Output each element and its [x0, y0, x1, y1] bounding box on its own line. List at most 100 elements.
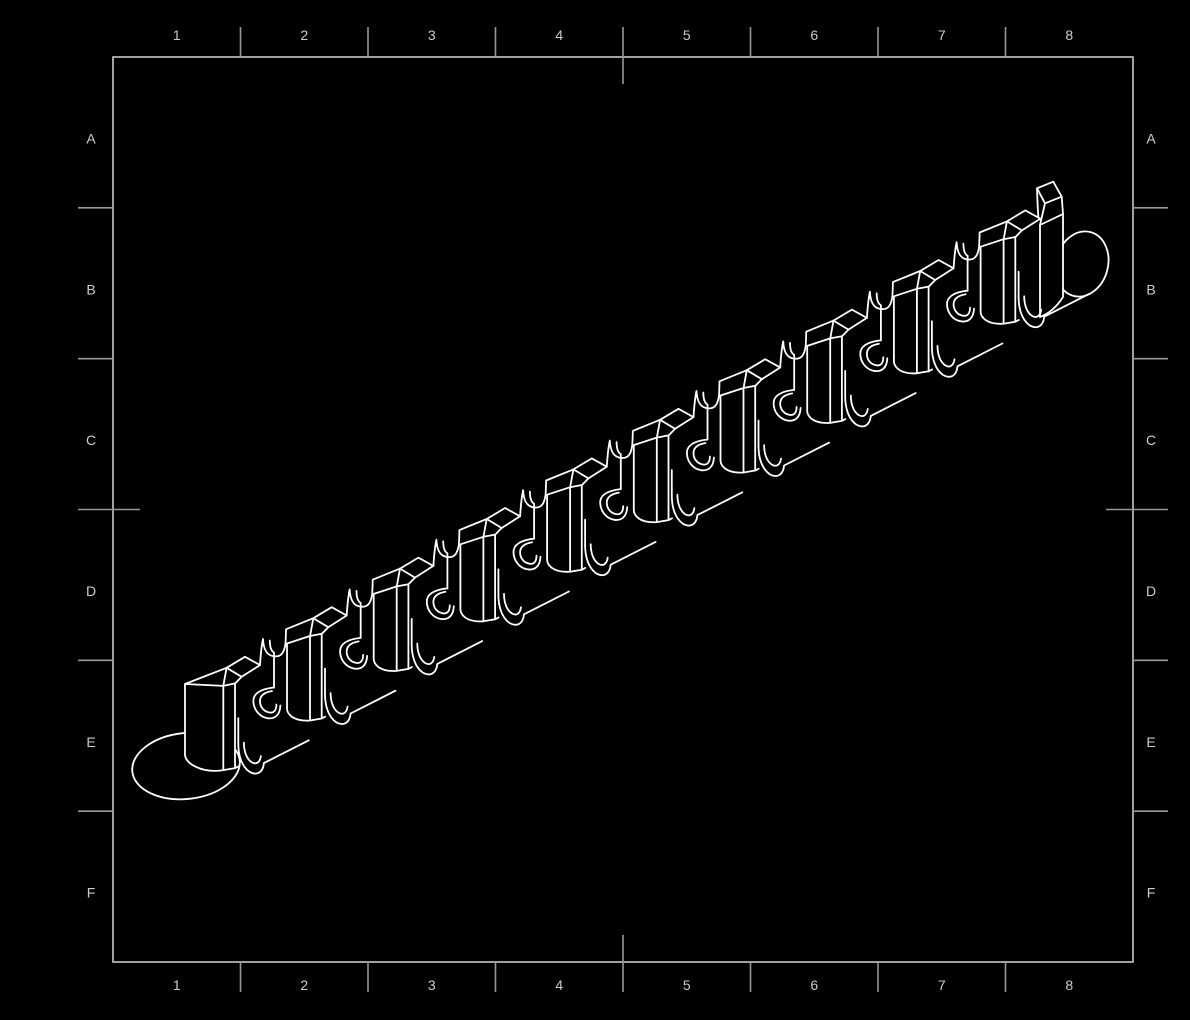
- bend-inner-line: [442, 540, 449, 590]
- bottom-bend-outer: [1017, 292, 1090, 329]
- zone-col-label-top: 4: [555, 27, 563, 43]
- bend-inner-line: [702, 391, 709, 441]
- zone-row-label-right: A: [1146, 130, 1156, 146]
- bottom-bend-outer: [844, 392, 917, 428]
- fin-face: [893, 285, 930, 375]
- bottom-bend-outer: [339, 637, 369, 670]
- zone-col-label-top: 3: [428, 27, 436, 43]
- end-fin-face: [184, 682, 236, 772]
- zone-row-label-left: C: [86, 432, 96, 448]
- fin-cell-end: [184, 655, 310, 775]
- cap-connector: [927, 279, 937, 288]
- fin-face: [286, 632, 323, 722]
- zone-col-label-top: 8: [1065, 27, 1073, 43]
- bottom-bend-outer: [252, 686, 282, 720]
- zone-col-label-bottom: 3: [428, 977, 436, 993]
- zone-col-label-top: 2: [300, 27, 308, 43]
- cap-connector: [667, 427, 676, 437]
- top-bend-cap: [225, 655, 261, 678]
- zone-row-label-right: D: [1146, 583, 1156, 599]
- bottom-bend-inner: [692, 442, 711, 466]
- zone-row-label-left: F: [87, 885, 96, 901]
- part-edge: [1060, 195, 1064, 215]
- fin-strip-wireframe[interactable]: [129, 180, 1116, 805]
- bottom-bend-outer: [686, 438, 715, 472]
- bottom-bend-outer: [757, 441, 830, 477]
- cap-connector: [916, 270, 922, 290]
- zone-col-label-bottom: 5: [683, 977, 691, 993]
- cap-connector: [655, 418, 661, 439]
- bend-inner-line: [268, 639, 275, 689]
- bottom-bend-outer: [931, 342, 1004, 378]
- fin-cell: [859, 259, 1004, 378]
- bottom-bend-inner: [676, 493, 696, 517]
- fin-face: [719, 384, 757, 474]
- fin-cell: [425, 507, 570, 626]
- bottom-bend-inner: [243, 741, 262, 765]
- bottom-bend-inner: [519, 541, 538, 565]
- top-bend-cap: [919, 259, 955, 281]
- zone-row-label-right: B: [1146, 281, 1155, 297]
- top-bend-cap: [1005, 209, 1042, 232]
- top-bend-cap: [745, 358, 782, 381]
- fin-cell: [772, 308, 917, 428]
- zone-col-label-bottom: 4: [555, 977, 563, 993]
- zone-col-label-bottom: 2: [300, 977, 308, 993]
- bend-inner-line: [962, 242, 969, 292]
- bottom-bend-outer: [859, 339, 889, 373]
- zone-col-label-top: 6: [810, 27, 818, 43]
- bottom-bend-outer: [772, 388, 802, 422]
- top-fold-line: [866, 270, 922, 319]
- cap-connector: [829, 319, 835, 340]
- fin-face: [459, 533, 496, 623]
- top-fold-line: [519, 468, 575, 518]
- zone-col-label-top: 7: [938, 27, 946, 43]
- top-fold-line: [952, 220, 1008, 270]
- zone-col-label-bottom: 6: [810, 977, 818, 993]
- bend-inner-line: [355, 590, 362, 639]
- cap-connector: [234, 675, 243, 685]
- zone-labels: 1 1 2 2 3 3 4 4 5 5 6 6 7 7 8 8 A A B B C C D D E E F F: [86, 27, 1156, 993]
- fin-face: [372, 583, 410, 672]
- zone-row-label-left: A: [86, 130, 96, 146]
- top-fold-line: [259, 617, 315, 666]
- bottom-bend-outer: [946, 289, 975, 323]
- bottom-bend-outer: [670, 491, 744, 527]
- bottom-bend-inner: [936, 344, 956, 368]
- zone-row-label-right: C: [1146, 432, 1156, 448]
- fin-cell: [512, 457, 657, 577]
- cap-connector: [222, 666, 228, 687]
- bottom-bend-inner: [779, 392, 798, 416]
- fin-cell: [252, 606, 397, 725]
- bottom-bend-inner: [1023, 295, 1043, 318]
- bottom-bend-outer: [512, 537, 542, 571]
- cap-connector: [320, 626, 330, 635]
- cap-connector: [742, 369, 748, 390]
- bottom-bend-inner: [345, 640, 365, 664]
- end-bend-cap: [1036, 180, 1063, 205]
- bottom-bend-outer: [497, 590, 570, 626]
- fin-cell: [946, 209, 1090, 329]
- cap-connector: [580, 477, 590, 487]
- top-fold-line: [605, 418, 661, 468]
- top-bend-cap: [572, 457, 608, 480]
- top-fold-line: [345, 567, 401, 617]
- bottom-bend-outer: [237, 739, 310, 775]
- bottom-bend-outer: [599, 488, 629, 521]
- zone-col-label-top: 1: [173, 27, 181, 43]
- top-bend-cap: [485, 507, 521, 529]
- bottom-bend-inner: [503, 592, 522, 616]
- bottom-bend-inner: [259, 690, 278, 714]
- bottom-bend-outer: [410, 640, 484, 676]
- cap-connector: [1014, 229, 1023, 239]
- cap-connector: [309, 617, 315, 638]
- bend-inner-line: [528, 490, 535, 540]
- fin-cell: [339, 556, 484, 676]
- fin-face: [806, 335, 843, 424]
- cap-connector: [1002, 220, 1008, 241]
- bottom-bend-inner: [416, 642, 436, 665]
- sheet-frame: [78, 27, 1168, 992]
- cap-connector: [407, 576, 416, 586]
